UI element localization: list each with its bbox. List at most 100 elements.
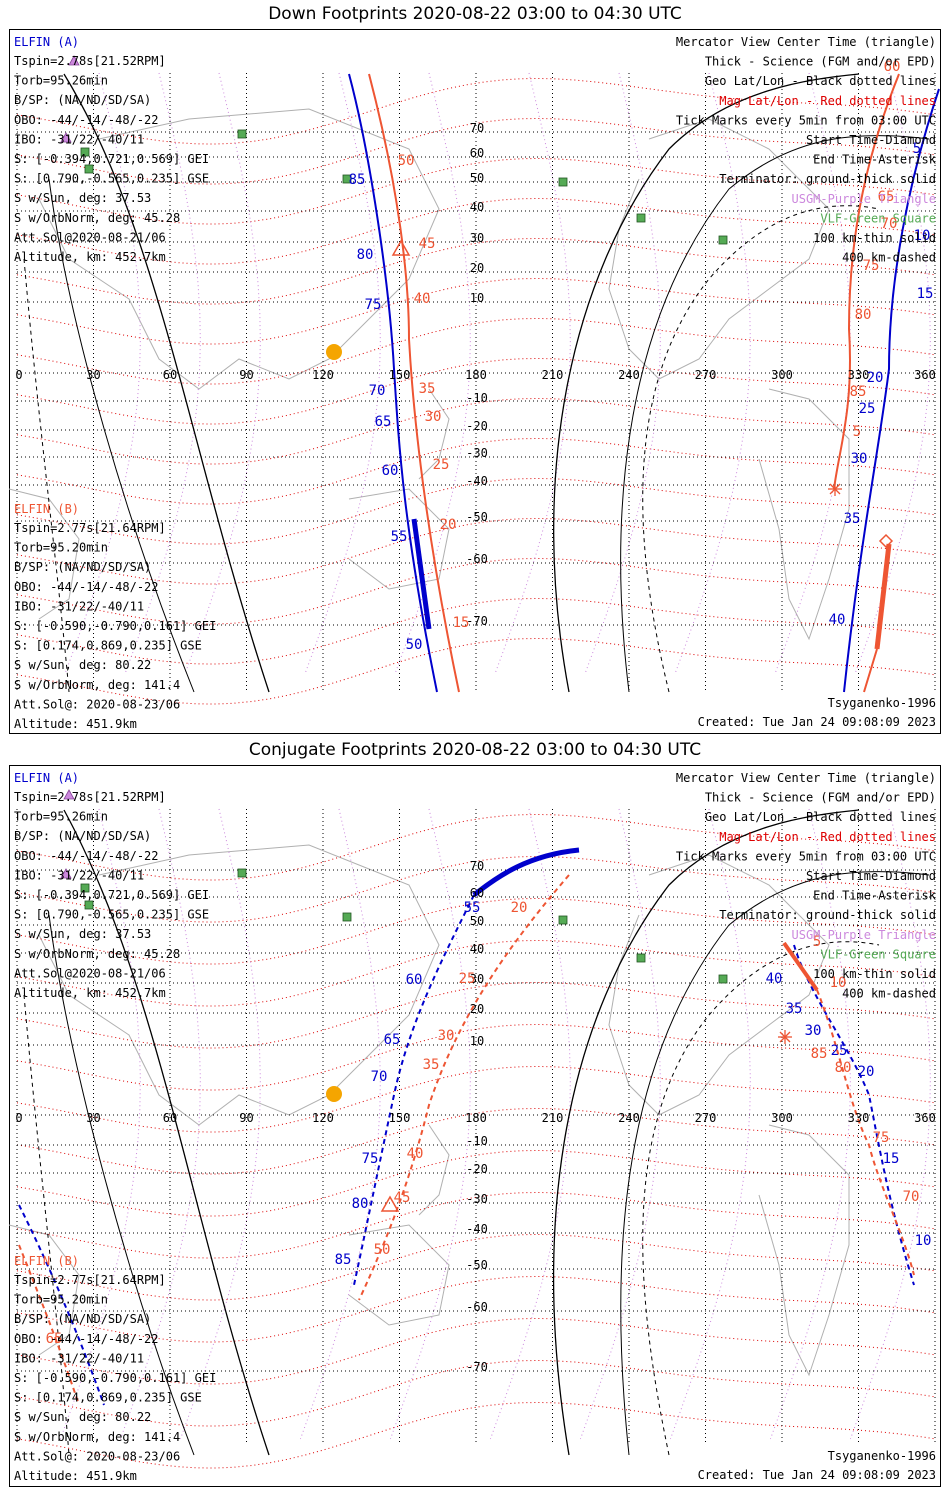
elfin-a-info-line: Altitude, km: 452.7km	[14, 250, 166, 264]
elfin-b-tick-label: 35	[419, 381, 436, 397]
center-time-triangle-icon	[380, 1195, 400, 1212]
vlf-green-square-icon	[636, 953, 646, 963]
elfin-a-tick-label: 55	[391, 529, 408, 545]
elfin-b-tick-label: 45	[394, 1190, 411, 1206]
model-name: Tsyganenko-1996	[828, 696, 936, 710]
lon-tick-label: 330	[848, 1111, 870, 1125]
elfin-a-tick-label: 10	[914, 228, 931, 244]
track-4	[874, 543, 892, 650]
elfin-b-tick-label: 50	[398, 153, 415, 169]
elfin-a-tick-label: 35	[844, 511, 861, 527]
lat-tick-label: -60	[466, 552, 488, 566]
elfin-b-info-line: S: [-0.590,-0.790,0.161] GEI	[14, 619, 216, 633]
elfin-a-info-line: OBO: -44/-14/-48/-22	[14, 849, 159, 863]
lat-tick-label: 50	[470, 171, 484, 185]
lat-tick-label: -20	[466, 419, 488, 433]
usgm-purple-triangle-icon	[63, 789, 75, 800]
elfin-a-info-line: Att.Sol@2020-08-21/06	[14, 966, 166, 980]
terminator-5	[642, 205, 880, 693]
elfin-b-info-line: S w/OrbNorm, deg: 141.4	[14, 1430, 180, 1444]
legend-line: Tick Marks every 5min from 03:00 UTC	[676, 849, 936, 863]
elfin-b-tick-label: 45	[419, 236, 436, 252]
lon-tick-label: 360	[914, 1111, 936, 1125]
mag-lon-line-1	[124, 72, 201, 674]
info-text: ELFIN (A) Tspin=2.78s[21.52RPM] Torb=95.26…	[14, 35, 937, 731]
elfin-b-info-line: B/SP: (NA/ND/SD/SA)	[14, 1312, 151, 1326]
elfin-b-info-line: Torb=95.20min	[14, 541, 108, 555]
elfin-a-info-line: IBO: -31/22/-40/11	[14, 132, 144, 146]
panel-title-conjugate: Conjugate Footprints 2020-08-22 03:00 to…	[248, 740, 702, 760]
mag-lat-line-11	[16, 1275, 936, 1343]
lon-tick-label: 270	[695, 368, 717, 382]
mag-lat-line-5	[16, 1023, 936, 1091]
axis-labels: 0 30 60 90 120 150 180 210 240 270 300 330 360 70 60 50…	[15, 59, 935, 653]
elfin-b-tick-label: 10	[830, 975, 847, 991]
elfin-b-tick-label: 85	[850, 384, 867, 400]
lon-tick-label: 360	[914, 368, 936, 382]
legend-line: USGM-Purple Triangle	[792, 192, 937, 206]
elfin-a-tick-label: 75	[365, 297, 382, 313]
elfin-b-tick-label: 30	[425, 409, 442, 425]
elfin-b-tick-label: 40	[407, 1146, 424, 1162]
model-name: Tsyganenko-1996	[828, 1449, 936, 1463]
elfin-b-tick-label: 30	[438, 1028, 455, 1044]
lon-tick-label: 30	[86, 1111, 100, 1125]
station-markers	[60, 55, 894, 549]
vlf-green-square-icon	[237, 129, 247, 139]
elfin-b-tick-label: 85	[811, 1046, 828, 1062]
map-frame	[9, 765, 941, 1487]
track-6	[18, 1204, 105, 1406]
legend-line: 100 km-thin solid	[813, 967, 936, 981]
geo-lat-lon-grid	[16, 809, 936, 1443]
elfin-b-info-line: S w/Sun, deg: 80.22	[14, 658, 151, 672]
elfin-a-tick-label: 55	[464, 900, 481, 916]
elfin-b-tick-label: 40	[414, 291, 431, 307]
elfin-a-tick-label: 40	[829, 612, 846, 628]
elfin-b-tick-label: 70	[881, 216, 898, 232]
elfin-b-tick-label: 65	[878, 189, 895, 205]
legend-line: 100 km-thin solid	[813, 231, 936, 245]
created-timestamp: Created: Tue Jan 24 09:08:09 2023	[698, 715, 936, 729]
terminator-3	[553, 73, 860, 693]
elfin-a-tick-label: 30	[851, 451, 868, 467]
coastline-0	[608, 854, 830, 1116]
elfin-a-tick-label: 65	[384, 1032, 401, 1048]
legend-line: 400 km-dashed	[842, 987, 936, 1001]
mag-lon-line-5	[494, 72, 571, 674]
elfin-a-tick-label: 5	[913, 141, 921, 157]
lat-tick-label: -10	[466, 391, 488, 405]
end-time-asterisk-icon	[778, 1030, 792, 1044]
elfin-a-info-line: B/SP: (NA/ND/SD/SA)	[14, 829, 151, 843]
track-3	[793, 944, 915, 1286]
vlf-green-square-icon	[558, 177, 568, 187]
elfin-b-info-line: S: [-0.590,-0.790,0.161] GEI	[14, 1371, 216, 1385]
lat-tick-label: 10	[470, 1034, 484, 1048]
elfin-b-info-line: IBO: -31/22/-40/11	[14, 599, 144, 613]
lon-tick-label: 180	[465, 1111, 487, 1125]
track-6	[843, 88, 940, 693]
mag-lon-line-0	[64, 72, 141, 674]
lat-tick-label: -60	[466, 1300, 488, 1314]
lat-tick-label: 40	[470, 200, 484, 214]
elfin-a-info-line: S: [0.790,-0.565,0.235] GSE	[14, 908, 209, 922]
lat-tick-label: 20	[470, 1002, 484, 1016]
elfin-a-tick-label: 25	[859, 401, 876, 417]
usgm-purple-triangle-icon	[60, 868, 72, 879]
lon-tick-label: 210	[542, 368, 564, 382]
info-text: ELFIN (A) Tspin=2.78s[21.52RPM] Torb=95.26…	[14, 771, 937, 1483]
lat-tick-label: 10	[470, 291, 484, 305]
lat-tick-label: 60	[470, 146, 484, 160]
lat-tick-label: 30	[470, 972, 484, 986]
elfin-a-info-line: S: [-0.394,0.721,0.569] GEI	[14, 152, 209, 166]
coastline-2	[38, 108, 440, 390]
track-1	[411, 518, 432, 630]
elfin-a-info-line: Torb=95.26min	[14, 74, 108, 88]
elfin-a-tick-label: 15	[883, 1151, 900, 1167]
elfin-a-tick-label: 70	[369, 383, 386, 399]
elfin-a-info-line: OBO: -44/-14/-48/-22	[14, 113, 159, 127]
vlf-green-square-icon	[718, 235, 728, 245]
station-markers	[60, 789, 792, 1212]
elfin-b-tick-label: 70	[903, 1189, 920, 1205]
elfin-b-info-line: OBO: -44/-14/-48/-22	[14, 1332, 159, 1346]
elfin-a-tick-label: 60	[406, 972, 423, 988]
